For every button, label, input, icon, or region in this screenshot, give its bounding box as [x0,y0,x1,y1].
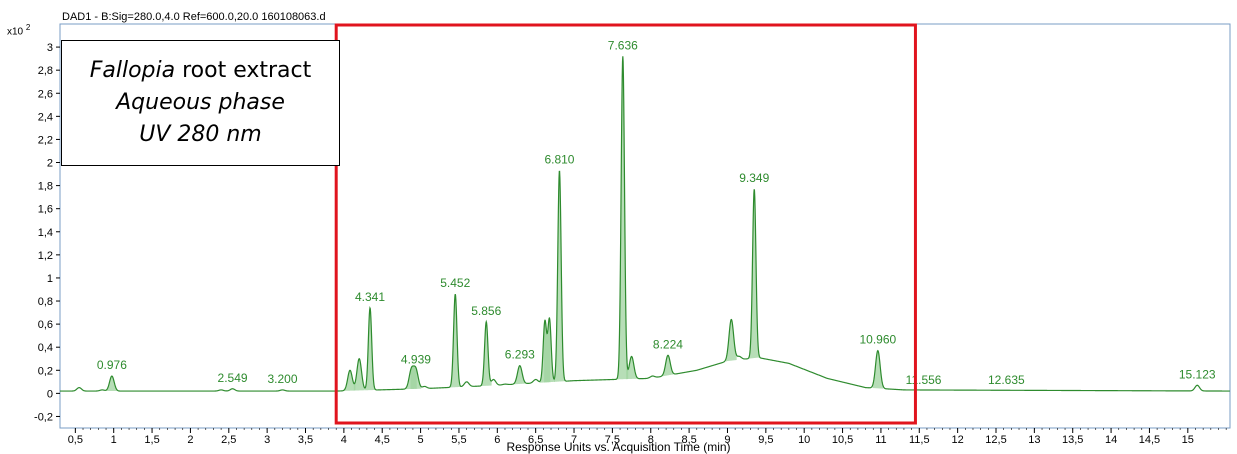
x-tick-label: 5,5 [451,434,466,446]
y-multiplier-exponent: 2 [25,23,31,32]
x-tick-label: 10 [798,434,810,446]
y-tick-label: 0,8 [38,296,53,308]
peak-label: 7.636 [608,38,638,52]
peak-label: 5.856 [471,304,501,318]
x-tick-label: 14 [1105,434,1117,446]
sample-name-rest: root extract [175,58,312,83]
y-tick-label: -0,2 [34,411,53,423]
peak-label: 6.293 [505,348,535,362]
peak-label: 12.635 [988,373,1025,387]
y-tick-label: 1,8 [38,181,53,193]
peak-label: 3.200 [267,372,297,386]
x-tick-label: 7,5 [605,434,620,446]
peak-label: 4.341 [355,290,385,304]
peak-label: 2.549 [218,371,248,385]
x-tick-label: 10,5 [832,434,853,446]
peak-area [106,376,118,392]
x-tick-label: 13 [1028,434,1040,446]
x-tick-label: 13,5 [1062,434,1083,446]
x-tick-label: 8 [648,434,654,446]
y-tick-label: 2,6 [38,88,53,100]
x-tick-label: 12 [952,434,964,446]
signal-title: DAD1 - B:Sig=280.0,4.0 Ref=600.0,20.0 16… [62,11,326,23]
y-tick-label: 2,4 [38,111,53,123]
peak-area [662,355,674,377]
x-tick-label: 8,5 [681,434,696,446]
x-tick-label: 4 [341,434,347,446]
y-tick-label: 0,2 [38,365,53,377]
sample-phase: Aqueous phase [116,90,285,115]
chromatogram-trace [60,56,1230,392]
peak-label: 5.452 [440,276,470,290]
axes: -0,2 0 0,2 0,4 0,6 0,8 1 1,2 1,4 1,6 1,8 2 2,2 2,4 2,6… [34,42,1227,446]
x-tick-label: 12,5 [985,434,1006,446]
y-tick-label: 0,4 [38,342,53,354]
sample-name: Fallopia root extract [90,55,312,87]
peak-label: 10.960 [859,333,896,347]
y-tick-label: 2,8 [38,65,53,77]
x-tick-label: 2,5 [221,434,236,446]
x-tick-label: 1 [111,434,117,446]
peak-label: 15.123 [1179,367,1216,381]
highlight-region [334,23,917,425]
x-tick-label: 0,5 [68,434,83,446]
peak-label: 11.556 [906,373,942,387]
x-tick-label: 5 [418,434,424,446]
x-tick-label: 15 [1182,434,1194,446]
detection-wavelength: UV 280 nm [139,122,262,147]
highlight-box [334,23,917,425]
x-tick-label: 11 [875,434,886,446]
x-tick-label: 4,5 [375,434,390,446]
x-tick-label: 7 [571,434,577,446]
x-tick-label: 6 [494,434,500,446]
x-tick-label: 14,5 [1139,434,1160,446]
peak-area [725,319,737,362]
peak-area [872,350,884,389]
y-tick-label: 1,2 [38,250,53,262]
y-tick-label: 3 [47,42,53,54]
x-tick-label: 11,5 [909,434,930,446]
y-tick-label: 0 [47,388,53,400]
y-tick-label: 1,4 [38,227,53,239]
peak-area [353,358,365,391]
x-tick-label: 1,5 [144,434,159,446]
sample-description-box: Fallopia root extract Aqueous phase UV 2… [61,40,340,166]
peak-label: 8.224 [653,337,683,351]
y-tick-label: 0,6 [38,319,53,331]
y-tick-label: 2 [47,158,53,170]
x-axis-title: Response Units vs. Acquisition Time (min… [506,440,731,454]
y-axis-multiplier: x10 2 [7,23,30,37]
peak-label: 4.939 [401,352,431,366]
sample-genus: Fallopia [89,58,176,83]
peak-label: 0.976 [97,358,127,372]
peak-label: 9.349 [739,171,769,185]
x-tick-label: 2 [187,434,193,446]
peak-label: 6.810 [544,153,574,167]
x-tick-label: 3,5 [298,434,313,446]
trace-line [60,56,1230,392]
x-tick-label: 3 [264,434,270,446]
y-tick-label: 1,6 [38,204,53,216]
x-tick-label: 9,5 [758,434,773,446]
x-tick-label: 9 [724,434,730,446]
peak-area [406,365,417,390]
x-tick-label: 6,5 [528,434,543,446]
y-tick-label: 1 [47,273,53,285]
y-multiplier-base: x10 [7,26,24,38]
peak-area [514,365,526,385]
peak-area [344,370,356,391]
y-tick-label: 2,2 [38,134,53,146]
